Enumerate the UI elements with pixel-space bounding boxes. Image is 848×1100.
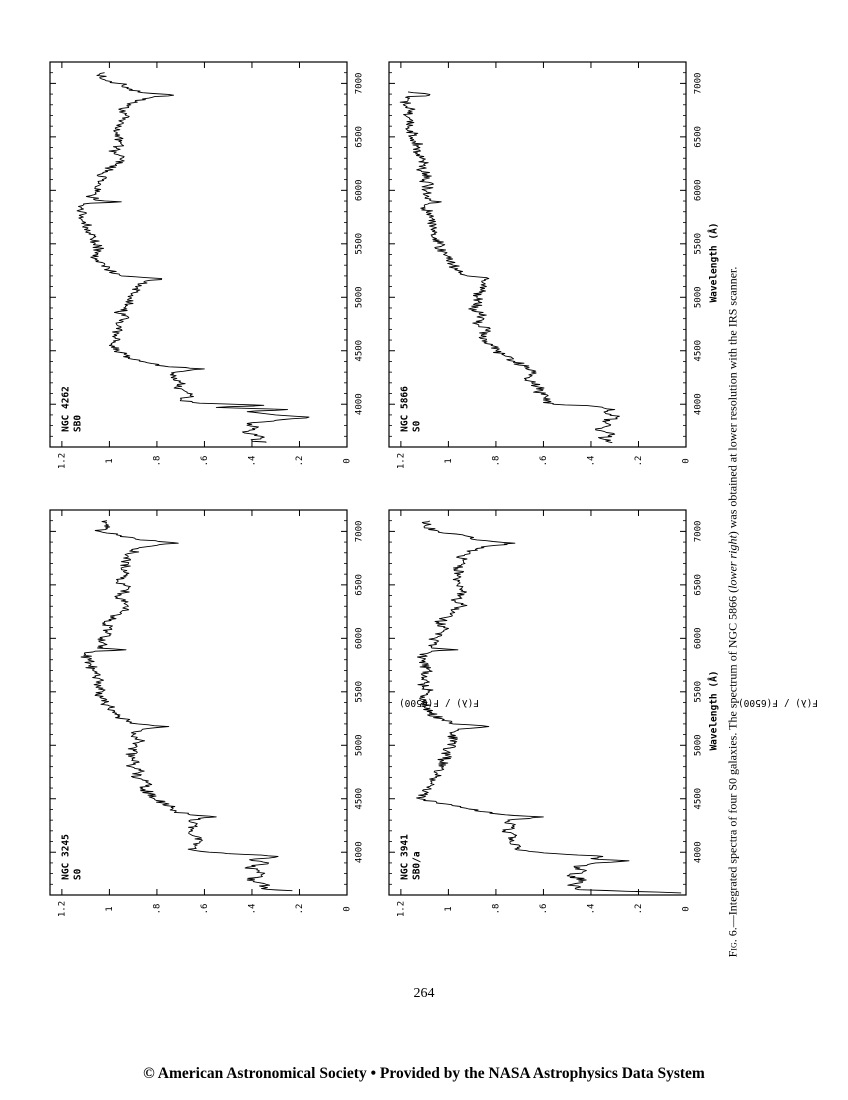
galaxy-type-label: S0 bbox=[412, 420, 423, 432]
x-tick-label: 4000 bbox=[355, 393, 365, 415]
x-tick-label: 6500 bbox=[355, 126, 365, 148]
y-tick-label: .4 bbox=[247, 456, 257, 467]
y-tick-label: 1.2 bbox=[57, 453, 67, 469]
y-tick-label: 1.2 bbox=[396, 453, 406, 469]
spectrum-panel-ngc-4262: 4000 4500 5000 5500 6000 6500 7000 0 .2 .4 .6 .8 1 1.… bbox=[49, 61, 365, 469]
caption-fig-label: Fig. 6. bbox=[725, 927, 740, 958]
x-tick-label: 5500 bbox=[694, 681, 704, 703]
x-axis-label: Wavelength (Å) bbox=[709, 222, 720, 302]
spectrum-line-series-0 bbox=[416, 520, 682, 894]
spectrum-line-series-0 bbox=[76, 72, 310, 443]
y-tick-label: .2 bbox=[295, 456, 305, 467]
y-tick-label: 1 bbox=[444, 906, 454, 911]
y-axis-label: F(λ) / F(6500) bbox=[399, 697, 479, 708]
x-tick-label: 6000 bbox=[694, 627, 704, 649]
y-tick-label: .4 bbox=[586, 456, 596, 467]
y-tick-label: .8 bbox=[491, 904, 501, 915]
y-tick-label: .6 bbox=[539, 456, 549, 467]
footer-credit: © American Astronomical Society • Provid… bbox=[143, 1065, 705, 1082]
spectrum-panel-ngc-3941: 4000 4500 5000 5500 6000 6500 7000 0 .2 .4 .6 .8 1 1.… bbox=[388, 509, 818, 917]
y-tick-label: 1 bbox=[105, 458, 115, 463]
x-tick-label: 4000 bbox=[355, 841, 365, 863]
y-tick-label: .8 bbox=[152, 456, 162, 467]
x-tick-label: 5500 bbox=[694, 233, 704, 255]
x-tick-label: 6000 bbox=[355, 627, 365, 649]
y-tick-label: .8 bbox=[491, 456, 501, 467]
x-tick-label: 6500 bbox=[694, 126, 704, 148]
y-tick-label: 0 bbox=[343, 458, 353, 463]
y-tick-label: 0 bbox=[682, 458, 692, 463]
caption-text-b: ) was obtained at lower resolution with … bbox=[725, 266, 740, 536]
y-tick-label: .6 bbox=[200, 456, 210, 467]
spectrum-line-series-0 bbox=[80, 520, 293, 892]
x-tick-label: 7000 bbox=[355, 521, 365, 543]
y-tick-label: .4 bbox=[586, 904, 596, 915]
galaxy-name-label: NGC 4262 bbox=[61, 386, 72, 432]
y-tick-label: .2 bbox=[634, 456, 644, 467]
x-tick-label: 5000 bbox=[694, 734, 704, 756]
x-tick-label: 4500 bbox=[355, 340, 365, 362]
x-tick-label: 7000 bbox=[694, 521, 704, 543]
x-tick-label: 6000 bbox=[355, 179, 365, 201]
y-tick-label: .2 bbox=[295, 904, 305, 915]
galaxy-type-label: S0 bbox=[73, 868, 84, 880]
galaxy-name-label: NGC 5866 bbox=[400, 386, 411, 432]
x-tick-label: 5000 bbox=[355, 734, 365, 756]
x-tick-label: 5000 bbox=[694, 286, 704, 308]
plot-frame bbox=[49, 61, 348, 448]
y-tick-label: 1 bbox=[105, 906, 115, 911]
y-tick-label: 0 bbox=[343, 906, 353, 911]
x-tick-label: 6000 bbox=[694, 179, 704, 201]
galaxy-name-label: NGC 3245 bbox=[61, 834, 72, 880]
y-tick-label: .6 bbox=[200, 904, 210, 915]
galaxy-type-label: SB0/a bbox=[412, 851, 423, 880]
x-tick-label: 5500 bbox=[355, 681, 365, 703]
x-tick-label: 4500 bbox=[694, 340, 704, 362]
y-tick-label: 1.2 bbox=[57, 901, 67, 917]
x-tick-label: 4500 bbox=[355, 788, 365, 810]
x-tick-label: 4000 bbox=[694, 841, 704, 863]
x-tick-label: 5500 bbox=[355, 233, 365, 255]
x-tick-label: 6500 bbox=[355, 574, 365, 596]
y-tick-label: 1.2 bbox=[396, 901, 406, 917]
x-tick-label: 6500 bbox=[694, 574, 704, 596]
x-tick-label: 4000 bbox=[694, 393, 704, 415]
x-tick-label: 7000 bbox=[694, 73, 704, 95]
y-tick-label: .8 bbox=[152, 904, 162, 915]
caption-text-italic: lower right bbox=[725, 535, 740, 589]
x-tick-label: 5000 bbox=[355, 286, 365, 308]
y-tick-label: 0 bbox=[682, 906, 692, 911]
y-axis-label: F(λ) / F(6500) bbox=[738, 697, 818, 708]
y-tick-label: .2 bbox=[634, 904, 644, 915]
galaxy-type-label: SB0 bbox=[73, 415, 84, 432]
y-tick-label: 1 bbox=[444, 458, 454, 463]
x-axis-label: Wavelength (Å) bbox=[709, 670, 720, 750]
x-tick-label: 4500 bbox=[694, 788, 704, 810]
spectrum-panel-ngc-3245: 4000 4500 5000 5500 6000 6500 7000 0 .2 .4 .6 .8 1 1.… bbox=[49, 509, 479, 917]
y-tick-label: .6 bbox=[539, 904, 549, 915]
x-tick-label: 7000 bbox=[355, 73, 365, 95]
page-number: 264 bbox=[413, 986, 435, 1001]
caption-text-a: —Integrated spectra of four S0 galaxies.… bbox=[725, 588, 740, 928]
spectrum-panel-ngc-5866: 4000 4500 5000 5500 6000 6500 7000 0 .2 .4 .6 .8 1 1.… bbox=[388, 61, 720, 469]
spectrum-line-series-0 bbox=[399, 91, 620, 444]
y-tick-label: .4 bbox=[247, 904, 257, 915]
galaxy-name-label: NGC 3941 bbox=[400, 834, 411, 880]
